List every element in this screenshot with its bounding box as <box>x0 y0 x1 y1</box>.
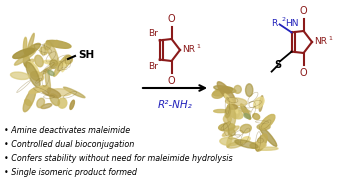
Ellipse shape <box>226 98 247 106</box>
Text: O: O <box>300 6 307 16</box>
Ellipse shape <box>27 62 39 77</box>
Ellipse shape <box>10 72 29 80</box>
Ellipse shape <box>62 55 70 72</box>
Ellipse shape <box>25 99 31 106</box>
Ellipse shape <box>260 126 277 146</box>
Ellipse shape <box>260 115 275 129</box>
Text: • Single isomeric product formed: • Single isomeric product formed <box>4 168 137 177</box>
Text: Br: Br <box>148 29 157 38</box>
Ellipse shape <box>24 37 27 53</box>
Ellipse shape <box>58 98 67 108</box>
Ellipse shape <box>48 89 72 96</box>
Ellipse shape <box>44 43 51 50</box>
Ellipse shape <box>222 126 239 136</box>
Ellipse shape <box>26 62 40 87</box>
Ellipse shape <box>255 147 278 150</box>
Ellipse shape <box>234 111 239 119</box>
Ellipse shape <box>46 40 71 48</box>
Text: S: S <box>274 60 281 70</box>
Ellipse shape <box>235 140 258 148</box>
Ellipse shape <box>50 94 60 106</box>
Text: Br: Br <box>148 62 157 71</box>
Text: O: O <box>168 14 175 24</box>
Ellipse shape <box>212 91 224 98</box>
Ellipse shape <box>50 60 58 68</box>
Ellipse shape <box>64 87 85 98</box>
Ellipse shape <box>240 104 251 119</box>
Text: • Controlled dual bioconjugation: • Controlled dual bioconjugation <box>4 140 134 149</box>
Ellipse shape <box>228 106 250 112</box>
Ellipse shape <box>13 48 35 58</box>
Ellipse shape <box>227 135 232 147</box>
Ellipse shape <box>220 137 239 146</box>
Ellipse shape <box>40 47 47 55</box>
Ellipse shape <box>214 109 227 113</box>
Ellipse shape <box>25 43 40 55</box>
Ellipse shape <box>254 97 264 108</box>
Ellipse shape <box>244 114 250 119</box>
Text: SH: SH <box>78 50 94 60</box>
Ellipse shape <box>227 142 243 148</box>
Ellipse shape <box>35 55 43 67</box>
Text: NR: NR <box>182 46 195 54</box>
Text: O: O <box>168 76 175 86</box>
Text: 1: 1 <box>196 43 200 49</box>
Ellipse shape <box>41 104 52 108</box>
Ellipse shape <box>64 55 72 64</box>
Ellipse shape <box>228 104 237 109</box>
Ellipse shape <box>228 109 243 119</box>
Ellipse shape <box>29 86 48 93</box>
Text: • Confers stability without need for maleimide hydrolysis: • Confers stability without need for mal… <box>4 154 233 163</box>
Ellipse shape <box>15 50 36 65</box>
Ellipse shape <box>257 124 270 130</box>
Ellipse shape <box>253 114 260 119</box>
Ellipse shape <box>234 85 241 93</box>
Ellipse shape <box>225 94 238 113</box>
Text: HN: HN <box>285 19 299 28</box>
Text: 2: 2 <box>282 17 285 22</box>
Ellipse shape <box>45 69 51 92</box>
Ellipse shape <box>40 87 61 98</box>
Ellipse shape <box>25 59 34 66</box>
Text: R²-NH₂: R²-NH₂ <box>158 100 192 110</box>
Ellipse shape <box>23 88 36 112</box>
Text: • Amine deactivates maleimide: • Amine deactivates maleimide <box>4 126 130 135</box>
Ellipse shape <box>70 100 74 109</box>
Ellipse shape <box>228 129 235 136</box>
Ellipse shape <box>31 71 44 81</box>
Ellipse shape <box>54 40 58 46</box>
Ellipse shape <box>214 86 236 93</box>
Ellipse shape <box>37 63 58 77</box>
Text: R: R <box>271 19 277 28</box>
Ellipse shape <box>43 60 69 66</box>
Ellipse shape <box>37 98 45 108</box>
Ellipse shape <box>217 82 235 103</box>
Ellipse shape <box>224 115 231 123</box>
Ellipse shape <box>225 106 230 118</box>
Ellipse shape <box>48 70 54 75</box>
Ellipse shape <box>259 96 263 111</box>
Ellipse shape <box>240 124 251 133</box>
Text: NR: NR <box>314 37 327 46</box>
Ellipse shape <box>246 84 253 97</box>
Ellipse shape <box>46 40 59 66</box>
Ellipse shape <box>227 104 236 126</box>
Ellipse shape <box>54 57 66 76</box>
Ellipse shape <box>219 123 235 131</box>
Text: O: O <box>300 68 307 78</box>
Ellipse shape <box>256 134 267 151</box>
Ellipse shape <box>242 137 250 143</box>
Ellipse shape <box>26 33 34 58</box>
Ellipse shape <box>213 87 233 96</box>
Text: 1: 1 <box>328 36 332 40</box>
Ellipse shape <box>250 142 266 148</box>
Ellipse shape <box>23 56 30 68</box>
